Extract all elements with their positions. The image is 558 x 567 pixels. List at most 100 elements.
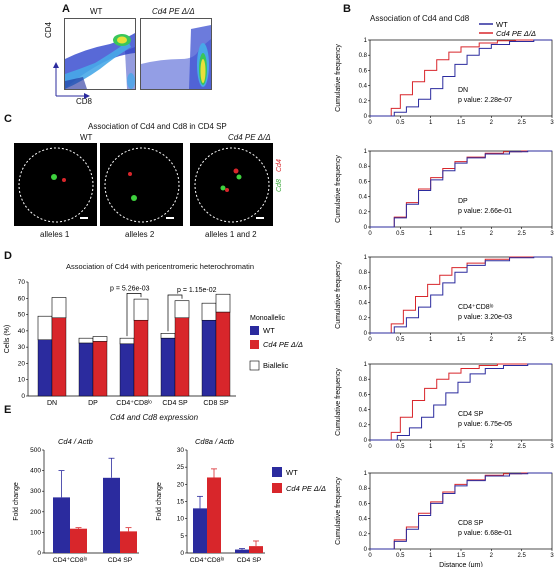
d-p-value-2-bracket: [167, 294, 183, 332]
cdf-ytick-label-2-5: 1: [364, 255, 368, 261]
cdf-ytick-label-3-3: 0.6: [359, 392, 368, 398]
cdf-frame-3: [369, 363, 553, 441]
e-left-bar-1-1: [120, 531, 137, 553]
d-bar-monoallelic-1-3: [174, 317, 190, 397]
d-bar-biallelic-0-4: [201, 302, 217, 321]
heterochromatin-bar-chart: 0 10 20 30 40 50 60 70 Cells (%) DN DP CD4⁺CD8ˡᵒ CD4…: [4, 279, 303, 405]
cdf-xtick-label-1-6: 3: [550, 231, 554, 237]
e-right-ytick-label-2: 10: [177, 516, 185, 523]
cdf-xtick-label-3-6: 3: [550, 444, 554, 450]
cdf-ytick-label-2-1: 0.2: [359, 316, 368, 322]
cdf-xtick-label-4-1: 0.5: [396, 553, 405, 559]
d-bar-monoallelic-0-3: [160, 337, 176, 397]
cdf-line-4-1: [370, 472, 552, 550]
cdf-subplot-name-1: DP: [458, 198, 468, 205]
e-left-bar-1-0: [70, 528, 87, 553]
cdf-frame-2: [369, 256, 553, 334]
d-ytick-label-0: 0: [21, 393, 25, 400]
e-left-title: Cd4 / Actb: [58, 437, 93, 446]
cdf-xtick-label-0-3: 1.5: [457, 120, 466, 126]
d-bar-monoallelic-0-0: [37, 339, 53, 397]
cdf-ytick-label-3-1: 0.2: [359, 423, 368, 429]
micro-nucleus-1: [18, 147, 94, 223]
d-ytick-label-2: 20: [18, 360, 26, 367]
cdf-line-1-0: [370, 150, 552, 228]
d-category-label-1: DP: [88, 400, 98, 405]
cdf-pvalue-3: p value: 6.75e-05: [458, 421, 512, 428]
cdf-xtick-label-2-4: 2: [490, 337, 494, 343]
d-bar-monoallelic-0-1: [78, 342, 94, 397]
cdf-ytick-label-3-2: 0.4: [359, 408, 368, 414]
flow-y-axis-label: CD4: [44, 21, 53, 38]
d-bar-monoallelic-1-1: [92, 341, 108, 397]
cdf-ytick-label-1-0: 0: [364, 225, 368, 231]
flow-mut-label: Cd4 PE Δ/Δ: [152, 7, 195, 16]
e-left-bar-0-0: [53, 497, 70, 553]
cdf-ytick-label-3-0: 0: [364, 438, 368, 444]
d-legend-wt-swatch: [250, 326, 259, 335]
cdf-xtick-label-2-6: 3: [550, 337, 554, 343]
micro-caption-3: alleles 1 and 2: [205, 230, 257, 239]
cdf-line-0-1: [370, 39, 552, 117]
e-left-category-0: CD4⁺CD8ˡᵒ: [53, 557, 88, 564]
d-category-label-2: CD4⁺CD8ˡᵒ: [116, 400, 152, 405]
cdf-ytick-label-4-1: 0.2: [359, 532, 368, 538]
panel-letter-d: D: [4, 250, 12, 262]
panel-d-title: Association of Cd4 with pericentromeric …: [66, 262, 255, 271]
cdf-xtick-label-2-5: 2.5: [517, 337, 526, 343]
cdf-pvalue-1: p value: 2.66e-01: [458, 208, 512, 215]
d-category-label-4: CD8 SP: [203, 400, 229, 405]
e-left-ylabel: Fold change: [13, 482, 20, 521]
e-right-ytick-label-5: 25: [177, 464, 185, 471]
d-legend-mut: Cd4 PE Δ/Δ: [263, 340, 303, 349]
cdf-xtick-label-1-3: 1.5: [457, 231, 466, 237]
cdf-xtick-label-1-4: 2: [490, 231, 494, 237]
d-bar-biallelic-1-1: [92, 336, 108, 342]
cdf-line-3-1: [370, 363, 552, 441]
cdf-xtick-label-3-0: 0: [368, 444, 372, 450]
cdf-xtick-label-3-5: 2.5: [517, 444, 526, 450]
cdf-ytick-label-4-2: 0.4: [359, 517, 368, 523]
cdf-subplot-name-2: CD4⁺CD8ˡᵒ: [458, 304, 494, 311]
cdf-line-2-1: [370, 256, 552, 334]
d-bar-biallelic-0-0: [37, 315, 53, 341]
flow-x-axis-label: CD8: [76, 97, 93, 106]
d-ylabel: Cells (%): [4, 325, 11, 353]
cdf-ytick-label-2-4: 0.8: [359, 270, 368, 276]
cdf-xtick-label-1-2: 1: [429, 231, 433, 237]
cdf-xtick-label-3-1: 0.5: [396, 444, 405, 450]
micro-mut-label: Cd4 PE Δ/Δ: [228, 133, 271, 142]
cdf-ytick-label-0-2: 0.4: [359, 84, 368, 90]
cdf-ylabel-2: Cumulative frequency: [335, 261, 342, 329]
cdf-xtick-label-2-0: 0: [368, 337, 372, 343]
d-ytick-label-6: 60: [18, 295, 26, 302]
cdf-xtick-label-4-0: 0: [368, 553, 372, 559]
cdf-ytick-label-0-4: 0.8: [359, 53, 368, 59]
micro-caption-1: alleles 1: [40, 230, 70, 239]
d-bar-monoallelic-1-4: [215, 311, 231, 397]
cdf-xtick-label-3-4: 2: [490, 444, 494, 450]
e-legend-mut: Cd4 PE Δ/Δ: [286, 484, 326, 493]
flow-plot-wt: [64, 18, 136, 90]
d-bar-biallelic-0-2: [119, 337, 135, 345]
e-right-ytick-label-1: 5: [180, 533, 184, 540]
flow-plot-mut: [140, 18, 212, 90]
cdf-ytick-label-0-5: 1: [364, 38, 368, 44]
cdf-xtick-label-4-5: 2.5: [517, 553, 526, 559]
panel-b-title: Association of Cd4 and Cd8: [370, 14, 470, 23]
cdf-line-0-0: [370, 39, 552, 117]
cdf-xtick-label-1-5: 2.5: [517, 231, 526, 237]
panel-e-title: Cd4 and Cd8 expression: [110, 413, 199, 422]
cdf-xtick-label-4-3: 1.5: [457, 553, 466, 559]
cdf-pvalue-0: p value: 2.28e-07: [458, 97, 512, 104]
d-bar-biallelic-1-3: [174, 300, 190, 319]
e-right-category-1: CD4 SP: [237, 557, 262, 564]
cdf-xtick-label-0-5: 2.5: [517, 120, 526, 126]
cdf-xtick-label-3-2: 1: [429, 444, 433, 450]
micro-image-alleles-1-and-2: [190, 143, 273, 226]
d-legend-mut-swatch: [250, 340, 259, 349]
micro-image-alleles-2: [100, 143, 183, 226]
cdf-xtick-label-1-0: 0: [368, 231, 372, 237]
cdf-xtick-label-0-4: 2: [490, 120, 494, 126]
